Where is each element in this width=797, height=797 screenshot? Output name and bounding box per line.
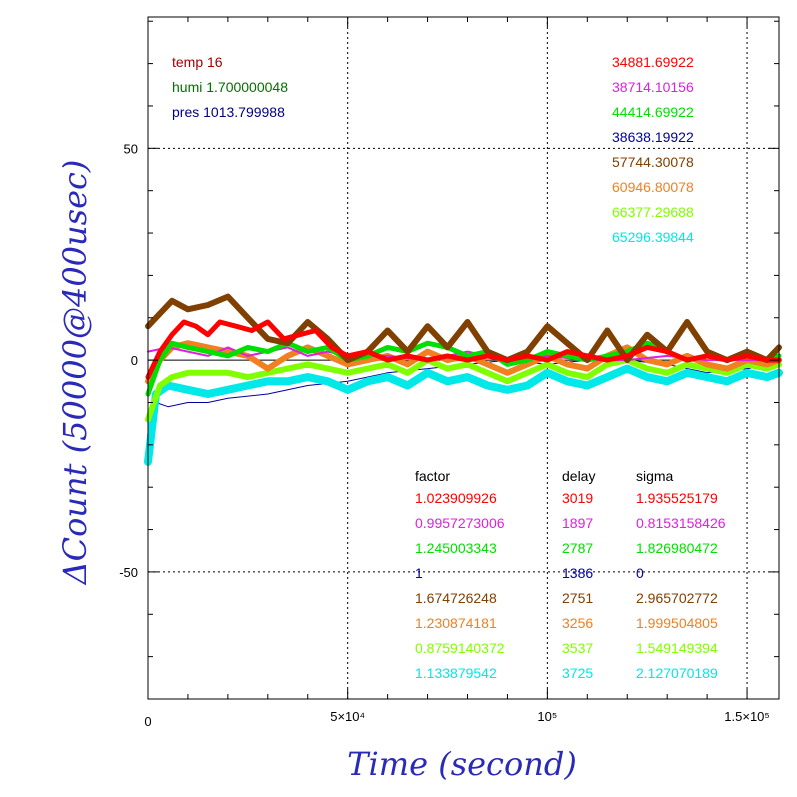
factor-value-6: 0.8759140372 (415, 640, 505, 656)
factor-value-3: 1 (415, 565, 423, 581)
sigma-value-3: 0 (636, 565, 644, 581)
series-line-4 (145, 293, 782, 364)
delay-value-5: 3256 (562, 615, 593, 631)
series-mean-2: 44414.69922 (612, 104, 694, 120)
series-line-7 (144, 364, 783, 466)
x-tick-label-2: 1.5×10⁵ (724, 709, 770, 724)
factor-value-0: 1.023909926 (415, 490, 497, 506)
x-axis-title: Time (second) (347, 745, 577, 783)
factor-value-1: 0.9957273006 (415, 515, 505, 531)
ticks (147, 17, 779, 700)
x-tick-label-1: 10⁵ (537, 709, 557, 724)
plot-frame (147, 16, 780, 700)
series-mean-7: 65296.39844 (612, 229, 694, 245)
condition-label-2: pres 1013.799988 (172, 104, 285, 120)
tick-labels: 5×10⁴ 10⁵ 1.5×10⁵ 0 50 0 -50 (119, 141, 770, 729)
sigma-value-4: 2.965702772 (636, 590, 718, 606)
delay-value-3: 1386 (562, 565, 593, 581)
delay-value-1: 1897 (562, 515, 593, 531)
condition-label-1: humi 1.700000048 (172, 79, 288, 95)
series-line-6 (145, 357, 782, 423)
y-tick-label-0: 50 (124, 141, 138, 156)
sigma-value-5: 1.999504805 (636, 615, 718, 631)
fit-parameter-table: factor delay sigma 1.023909926 3019 1.9355251… (415, 468, 726, 681)
table-header-sigma: sigma (636, 468, 674, 484)
sigma-value-2: 1.826980472 (636, 540, 718, 556)
sigma-value-0: 1.935525179 (636, 490, 718, 506)
series-mean-6: 66377.29688 (612, 204, 694, 220)
x-origin-label: 0 (144, 714, 151, 729)
y-tick-label-1: 0 (131, 353, 138, 368)
x-tick-label-0: 5×10⁴ (330, 709, 365, 724)
series-mean-4: 57744.30078 (612, 154, 694, 170)
delay-value-6: 3537 (562, 640, 593, 656)
table-header-delay: delay (562, 468, 595, 484)
sigma-value-1: 0.8153158426 (636, 515, 726, 531)
y-tick-label-2: -50 (119, 565, 138, 580)
delay-value-4: 2751 (562, 590, 593, 606)
factor-value-5: 1.230874181 (415, 615, 497, 631)
series-lines (144, 293, 783, 466)
factor-value-4: 1.674726248 (415, 590, 497, 606)
delay-value-0: 3019 (562, 490, 593, 506)
delay-value-7: 3725 (562, 665, 593, 681)
series-mean-3: 38638.19922 (612, 129, 694, 145)
factor-value-7: 1.133879542 (415, 665, 497, 681)
table-header-factor: factor (415, 468, 450, 484)
series-mean-5: 60946.80078 (612, 179, 694, 195)
series-mean-1: 38714.10156 (612, 79, 694, 95)
series-means-legend: 34881.69922 38714.10156 44414.69922 38638.1… (612, 54, 694, 245)
series-line-0 (145, 319, 782, 380)
conditions-legend: temp 16 humi 1.700000048 pres 1013.799988 (172, 54, 288, 120)
sigma-value-7: 2.127070189 (636, 665, 718, 681)
factor-value-2: 1.245003343 (415, 540, 497, 556)
sigma-value-6: 1.549149394 (636, 640, 718, 656)
condition-label-0: temp 16 (172, 54, 223, 70)
delay-value-2: 2787 (562, 540, 593, 556)
y-axis-title: ΔCount (50000@400usec) (56, 160, 94, 587)
series-mean-0: 34881.69922 (612, 54, 694, 70)
